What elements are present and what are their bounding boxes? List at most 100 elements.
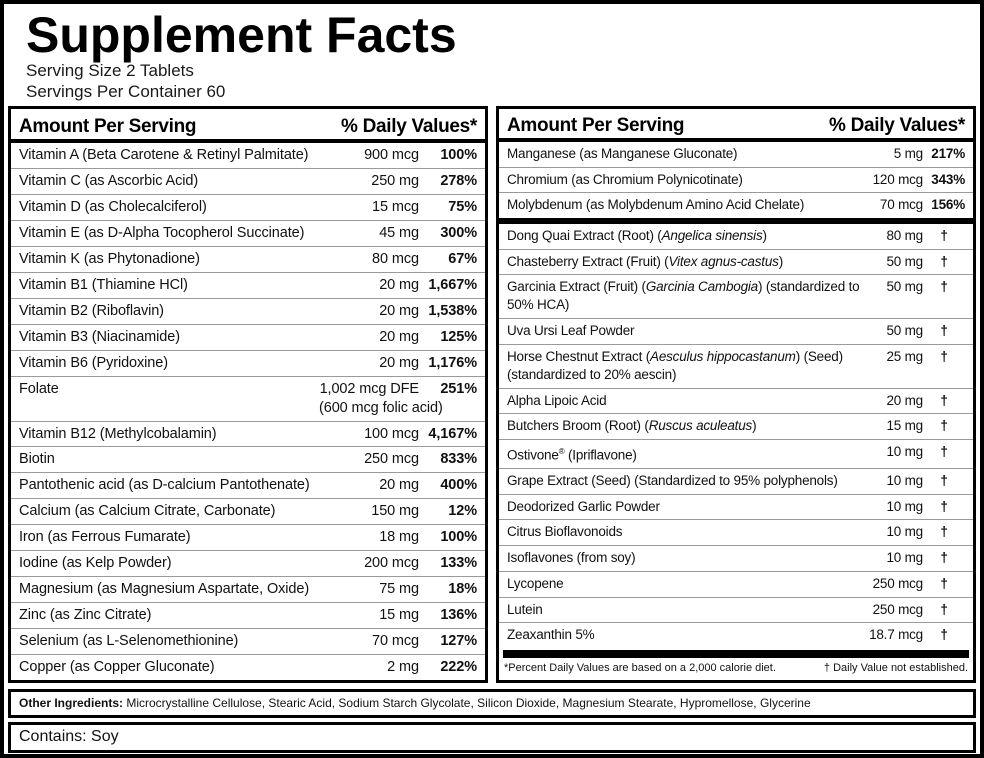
rows-container: Vitamin A (Beta Carotene & Retinyl Palmi… [11,143,485,680]
contains-statement: Contains: Soy [8,722,976,753]
nutrient-name: Iodine (as Kelp Powder) [19,555,172,572]
nutrient-daily-value: † [940,253,948,269]
nutrient-amount: 20 mg [379,276,419,293]
nutrient-name: Isoflavones (from soy) [507,550,636,566]
table-row: Iodine (as Kelp Powder) 200 mcg 133% [11,550,485,576]
servings-per-container: Servings Per Container 60 [26,82,226,101]
nutrient-name: Alpha Lipoic Acid [507,392,607,408]
nutrient-daily-value: † [940,228,948,244]
column-header-daily-values: % Daily Values* [341,116,477,137]
nutrient-name: Vitamin B12 (Methylcobalamin) [19,425,217,442]
nutrient-name: Deodorized Garlic Powder [507,498,660,514]
nutrient-daily-value: † [940,498,948,514]
nutrient-name: Folate [19,380,59,397]
column-header: Amount Per Serving % Daily Values* [499,109,973,142]
nutrient-daily-value: 251% [440,380,477,397]
table-row: Vitamin B12 (Methylcobalamin) 100 mcg 4,16… [11,420,485,447]
nutrient-name: Vitamin B3 (Niacinamide) [19,328,180,345]
table-row: Manganese (as Manganese Gluconate) 5 mg 21… [499,142,973,167]
nutrient-amount: 20 mg [886,392,923,408]
nutrient-amount: 150 mg [371,503,419,520]
nutrient-daily-value: 18% [448,581,477,598]
nutrient-name: Grape Extract (Seed) (Standardized to 95… [507,473,838,489]
nutrient-amount: 25 mg [886,348,923,364]
table-row: Vitamin B1 (Thiamine HCl) 20 mg 1,667% [11,271,485,298]
table-row: Vitamin K (as Phytonadione) 80 mcg 67% [11,245,485,272]
serving-size: Serving Size 2 Tablets [26,61,194,80]
page-title: Supplement Facts [26,7,457,63]
nutrient-amount: 18 mg [379,529,419,546]
nutrient-daily-value: 400% [440,477,477,494]
other-ingredients-text: Microcrystalline Cellulose, Stearic Acid… [123,696,811,710]
nutrient-amount: 10 mg [886,524,923,540]
table-row: Chasteberry Extract (Fruit) (Vitex agnus… [499,248,973,275]
nutrient-amount: 20 mg [379,354,419,371]
table-row: Copper (as Copper Gluconate) 2 mg 222% [11,654,485,680]
nutrient-amount: 2 mg [387,659,419,676]
nutrient-amount: 10 mg [886,473,923,489]
nutrient-daily-value: † [940,575,948,591]
nutrient-daily-value: † [940,348,948,364]
nutrient-daily-value: † [940,473,948,489]
table-row: Zeaxanthin 5% 18.7 mcg † [499,622,973,648]
nutrient-name: Manganese (as Manganese Gluconate) [507,146,738,161]
nutrient-amount: 250 mcg [872,575,924,591]
footnote-row: *Percent Daily Values are based on a 2,0… [499,658,973,680]
nutrient-amount-secondary: (600 mcg folic acid) [319,399,443,416]
nutrient-amount: 70 mcg [372,633,419,650]
table-row: Vitamin C (as Ascorbic Acid) 250 mg 278% [11,167,485,194]
nutrient-amount: 10 mg [886,550,923,566]
nutrient-amount: 15 mg [886,418,923,434]
column-header-daily-values: % Daily Values* [829,115,965,136]
nutrient-amount: 15 mcg [372,198,419,215]
nutrient-daily-value: 300% [440,224,477,241]
table-row: Vitamin B2 (Riboflavin) 20 mg 1,538% [11,297,485,324]
nutrient-name: Garcinia Extract (Fruit) (Garcinia Cambo… [507,279,860,313]
nutrient-name: Zinc (as Zinc Citrate) [19,607,152,624]
table-row: Folate 1,002 mcg DFE (600 mcg folic acid) 2… [11,375,485,421]
table-row: Vitamin D (as Cholecalciferol) 15 mcg 75% [11,193,485,220]
nutrient-daily-value: † [940,601,948,617]
table-row: Grape Extract (Seed) (Standardized to 95… [499,468,973,494]
nutrient-name: Vitamin C (as Ascorbic Acid) [19,172,199,189]
rows-container: Manganese (as Manganese Gluconate) 5 mg 21… [499,142,973,648]
table-row: Vitamin B3 (Niacinamide) 20 mg 125% [11,323,485,350]
table-row: Uva Ursi Leaf Powder 50 mg † [499,318,973,344]
table-row: Vitamin B6 (Pyridoxine) 20 mg 1,176% [11,349,485,376]
nutrient-name: Vitamin A (Beta Carotene & Retinyl Palmi… [19,147,309,163]
nutrient-name: Chromium (as Chromium Polynicotinate) [507,171,743,187]
table-row: Vitamin E (as D-Alpha Tocopherol Succina… [11,219,485,246]
section-divider [499,218,973,225]
footnote-dv-basis: *Percent Daily Values are based on a 2,0… [504,662,776,674]
nutrient-daily-value: 156% [931,197,965,213]
nutrient-name: Selenium (as L-Selenomethionine) [19,633,239,650]
title-section: Supplement Facts Serving Size 2 Tablets … [4,4,980,104]
nutrient-name: Vitamin E (as D-Alpha Tocopherol Succina… [19,224,305,241]
nutrient-name: Citrus Bioflavonoids [507,524,623,540]
nutrient-daily-value: 136% [440,607,477,624]
nutrient-daily-value: † [940,418,948,434]
nutrient-name: Molybdenum (as Molybdenum Amino Acid Che… [507,197,805,213]
nutrient-amount: 900 mcg [364,147,419,163]
nutrient-amount: 18.7 mcg [869,627,923,643]
nutrient-name: Calcium (as Calcium Citrate, Carbonate) [19,503,276,520]
nutrient-name: Biotin [19,451,55,468]
nutrient-daily-value: 278% [440,172,477,189]
column-header: Amount Per Serving % Daily Values* [11,109,485,143]
table-row: Garcinia Extract (Fruit) (Garcinia Cambo… [499,274,973,318]
nutrient-amount: 15 mg [379,607,419,624]
table-row: Chromium (as Chromium Polynicotinate) 120… [499,166,973,193]
nutrient-daily-value: 133% [440,555,477,572]
nutrient-name: Chasteberry Extract (Fruit) (Vitex agnus… [507,253,783,269]
nutrient-amount: 20 mg [379,477,419,494]
table-row: Ostivone® (Ipriflavone) 10 mg † [499,438,973,468]
nutrient-daily-value: 1,667% [428,276,477,293]
nutrient-amount: 20 mg [379,302,419,319]
nutrient-daily-value: 222% [440,659,477,676]
facts-columns: Amount Per Serving % Daily Values* Vitamin… [4,106,980,683]
nutrient-daily-value: 4,167% [428,425,477,442]
nutrient-daily-value: 1,538% [428,302,477,319]
nutrient-name: Ostivone® (Ipriflavone) [507,446,637,463]
nutrient-daily-value: 833% [440,451,477,468]
nutrient-amount: 100 mcg [364,425,419,442]
